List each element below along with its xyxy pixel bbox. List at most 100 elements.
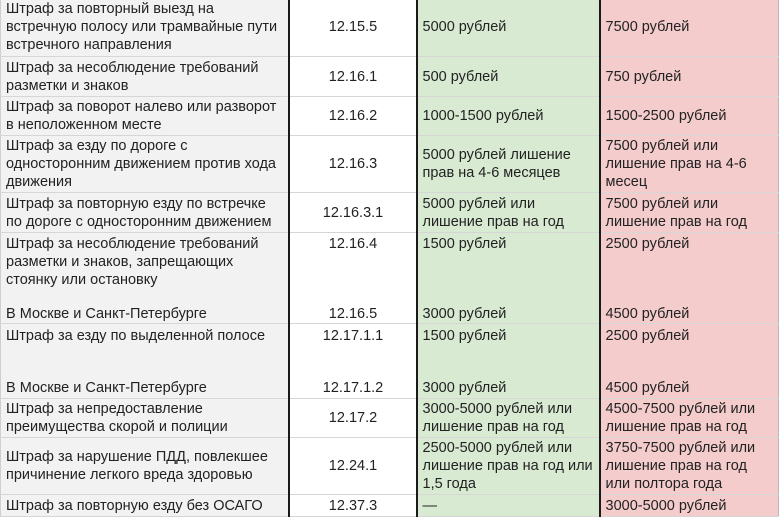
article-cell: 12.16.1 (288, 56, 418, 97)
description-line: Штраф за повторную езду без ОСАГО (6, 497, 263, 514)
violation-description-cell: Штраф за непредоставление преимущества с… (0, 398, 290, 438)
fine-line: 5000 рублей лишение (422, 147, 571, 163)
description-line: Штраф за повторную езду по встречке (6, 195, 266, 212)
repeat-fine-line: 4500-7500 рублей или (605, 401, 756, 417)
repeat-fine-line: лишение прав на год (605, 458, 747, 474)
fine-cell: 1000-1500 рублей (416, 96, 601, 136)
spacer (606, 253, 775, 305)
fine-line: 500 рублей (422, 68, 499, 85)
article-cell: 12.17.2 (288, 398, 418, 438)
spacer (423, 253, 595, 305)
table-row: Штраф за нарушение ПДД, повлекшее причин… (0, 437, 779, 495)
table-row: Штраф за непредоставление преимущества с… (0, 398, 779, 438)
description-line: Штраф за езду по выделенной полосе (6, 328, 266, 344)
repeat-fine-line: 7500 рублей (605, 18, 690, 35)
spacer (295, 345, 412, 379)
city-note: В Москве и Санкт-Петербурге (6, 380, 207, 396)
article-cell: 12.17.1.1 12.17.1.2 (288, 323, 418, 399)
violation-description-cell: Штраф за несоблюдение требований разметк… (0, 56, 290, 97)
violation-description-cell: Штраф за нарушение ПДД, повлекшее причин… (0, 437, 290, 495)
table-row: Штраф за повторную езду по встречке по д… (0, 192, 779, 233)
fine-line: 3000 рублей (422, 306, 507, 322)
fine-cell: 500 рублей (416, 56, 601, 97)
table-row: Штраф за несоблюдение требований разметк… (0, 232, 779, 324)
fine-line: 2500-5000 рублей или (422, 440, 573, 456)
fine-line: лишение прав на год (422, 213, 564, 230)
description-line: встречную полосу или трамвайные пути (6, 18, 278, 35)
fine-line: 1500 рублей (422, 236, 507, 252)
repeat-fine-line: 2500 рублей (605, 328, 690, 344)
fine-line: лишение прав на год или (422, 458, 593, 474)
description-line: по дороге с односторонним движением (6, 213, 272, 230)
violation-description-cell: Штраф за повторный выезд на встречную по… (0, 0, 290, 57)
description-line: движения (6, 174, 72, 190)
table-row: Штраф за повторную езду без ОСАГО 12.37.… (0, 494, 779, 517)
description-line: Штраф за повторный выезд на (6, 0, 214, 17)
description-line: встречного направления (6, 36, 172, 53)
article-cell: 12.16.3.1 (288, 192, 418, 233)
repeat-fine-line: 3750-7500 рублей или (605, 440, 756, 456)
repeat-fine-line: 2500 рублей (605, 236, 690, 252)
fine-cell: 1500 рублей 3000 рублей (416, 232, 601, 324)
table-row: Штраф за поворот налево или разворот в н… (0, 96, 779, 136)
description-line: Штраф за несоблюдение требований (6, 59, 259, 76)
spacer (606, 345, 775, 379)
description-line: стоянку или остановку (6, 272, 158, 288)
repeat-fine-cell: 2500 рублей 4500 рублей (599, 323, 779, 399)
repeat-fine-line: 3000-5000 рублей (605, 497, 727, 514)
description-line: Штраф за нарушение ПДД, повлекшее (6, 449, 268, 465)
repeat-fine-line: 4500 рублей (605, 380, 690, 396)
repeat-fine-cell: 2500 рублей 4500 рублей (599, 232, 779, 324)
fine-line: — (422, 497, 438, 514)
fine-line: 5000 рублей (422, 18, 507, 35)
article-cell: 12.37.3 (288, 494, 418, 517)
repeat-fine-line: лишение прав на год (605, 213, 747, 230)
fine-cell: 5000 рублей (416, 0, 601, 57)
repeat-fine-line: 7500 рублей или (605, 138, 719, 154)
violation-description-cell: Штраф за несоблюдение требований разметк… (0, 232, 290, 324)
spacer (6, 345, 284, 379)
fine-line: 3000-5000 рублей или (422, 401, 573, 417)
repeat-fine-cell: 3750-7500 рублей или лишение прав на год… (599, 437, 779, 495)
fine-line: 5000 рублей или (422, 195, 536, 212)
table-row: Штраф за езду по выделенной полосе В Мос… (0, 323, 779, 399)
table-row: Штраф за повторный выезд на встречную по… (0, 0, 779, 57)
description-line: преимущества скорой и полиции (6, 419, 228, 435)
repeat-fine-line: лишение прав на 4-6 (605, 156, 747, 172)
repeat-fine-cell: 3000-5000 рублей (599, 494, 779, 517)
repeat-fine-cell: 750 рублей (599, 56, 779, 97)
description-line: в неположенном месте (6, 117, 162, 133)
violation-description-cell: Штраф за повторную езду по встречке по д… (0, 192, 290, 233)
article-cell: 12.16.2 (288, 96, 418, 136)
repeat-fine-line: или полтора года (605, 476, 723, 492)
repeat-fine-line: 1500-2500 рублей (605, 108, 727, 124)
article-cell: 12.15.5 (288, 0, 418, 57)
description-line: разметки и знаков (6, 77, 129, 94)
violation-description-cell: Штраф за езду по выделенной полосе В Мос… (0, 323, 290, 399)
fine-cell: 3000-5000 рублей или лишение прав на год (416, 398, 601, 438)
violation-description-cell: Штраф за езду по дороге с односторонним … (0, 135, 290, 193)
article-number: 12.17.1.2 (322, 380, 384, 396)
article-cell: 12.16.3 (288, 135, 418, 193)
description-line: Штраф за езду по дороге с (6, 138, 188, 154)
description-line: причинение легкого вреда здоровью (6, 467, 253, 483)
fine-line: лишение прав на год (422, 419, 564, 435)
violation-description-cell: Штраф за повторную езду без ОСАГО (0, 494, 290, 517)
fine-cell: 5000 рублей лишение прав на 4-6 месяцев (416, 135, 601, 193)
repeat-fine-line: 750 рублей (605, 68, 682, 85)
fine-line: прав на 4-6 месяцев (422, 165, 561, 181)
spacer (423, 345, 595, 379)
repeat-fine-cell: 1500-2500 рублей (599, 96, 779, 136)
repeat-fine-cell: 4500-7500 рублей или лишение прав на год (599, 398, 779, 438)
article-cell: 12.16.4 12.16.5 (288, 232, 418, 324)
description-line: односторонним движением против хода (6, 156, 276, 172)
fine-cell: — (416, 494, 601, 517)
table-row: Штраф за несоблюдение требований разметк… (0, 56, 779, 97)
spacer (295, 253, 412, 305)
fine-cell: 5000 рублей или лишение прав на год (416, 192, 601, 233)
repeat-fine-cell: 7500 рублей (599, 0, 779, 57)
fine-cell: 1500 рублей 3000 рублей (416, 323, 601, 399)
fine-line: 1500 рублей (422, 328, 507, 344)
repeat-fine-cell: 7500 рублей или лишение прав на 4-6 месе… (599, 135, 779, 193)
